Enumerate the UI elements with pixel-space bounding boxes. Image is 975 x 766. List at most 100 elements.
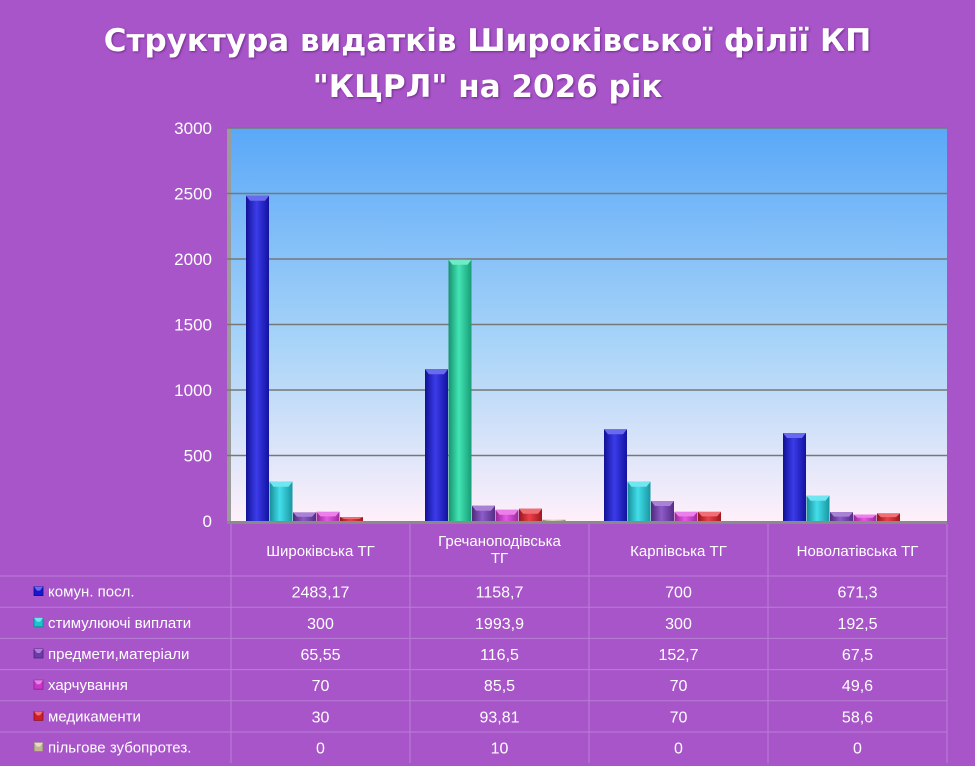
bar-body xyxy=(340,517,363,521)
bar-cap xyxy=(806,495,830,501)
bar xyxy=(853,514,877,521)
chart-title: Структура видатків Широківської філії КП… xyxy=(0,18,975,110)
bar-cap xyxy=(519,508,542,514)
legend-entry: комун. посл. xyxy=(48,584,135,601)
y-tick-label: 1500 xyxy=(174,316,212,335)
bar-cap xyxy=(698,511,721,517)
bar xyxy=(448,259,472,521)
data-label: 93,81 xyxy=(479,709,519,726)
data-label: 10 xyxy=(491,741,509,758)
data-label: 152,7 xyxy=(658,647,698,664)
data-label: 1158,7 xyxy=(476,585,524,602)
bar-cap xyxy=(674,511,698,517)
bar-cap xyxy=(448,259,472,265)
bar-cap xyxy=(425,369,448,375)
bar xyxy=(542,519,566,521)
bar-cap xyxy=(853,514,877,518)
bar-cap xyxy=(604,429,627,435)
bar xyxy=(627,481,651,521)
x-tick-label: Новолатівська ТГ xyxy=(797,543,919,560)
x-tick-label: ТГ xyxy=(491,550,508,567)
y-tick-label: 1000 xyxy=(174,381,212,400)
bar xyxy=(316,511,340,521)
bar-cap xyxy=(542,519,566,521)
y-tick-label: 0 xyxy=(203,512,212,531)
bar-cap xyxy=(495,509,519,515)
x-tick-label: Широківська ТГ xyxy=(266,543,375,560)
chart-title-line-1: Структура видатків Широківської філії КП xyxy=(103,23,872,59)
bar xyxy=(877,513,900,521)
bar-cap xyxy=(651,500,674,506)
data-label: 671,3 xyxy=(837,585,877,602)
data-label: 49,6 xyxy=(842,678,873,695)
bar-cap xyxy=(316,511,340,517)
bar-body xyxy=(604,429,627,521)
legend-key-cap xyxy=(34,711,43,716)
legend-entry: харчування xyxy=(48,677,128,694)
bar-cap xyxy=(293,512,316,517)
data-label: 116,5 xyxy=(480,647,519,664)
bar-body xyxy=(425,369,448,521)
bar-body xyxy=(627,481,651,521)
legend-entry: медикаменти xyxy=(48,708,141,725)
plot-floor xyxy=(227,521,947,524)
data-label: 1993,9 xyxy=(475,616,524,633)
data-label: 70 xyxy=(312,678,330,695)
data-label: 85,5 xyxy=(484,678,515,695)
bar-body xyxy=(651,500,674,521)
legend-entry: пільгове зубопротез. xyxy=(48,740,191,757)
bar xyxy=(425,369,448,521)
bar-body xyxy=(448,259,472,521)
bar xyxy=(604,429,627,521)
bar-body xyxy=(246,195,269,522)
legend-key-cap xyxy=(34,586,43,591)
data-label: 65,55 xyxy=(300,647,340,664)
data-label: 67,5 xyxy=(842,647,873,664)
bar xyxy=(519,508,542,521)
bar-cap xyxy=(269,481,293,487)
y-tick-label: 3000 xyxy=(174,119,212,138)
bar xyxy=(674,511,698,521)
data-label: 300 xyxy=(307,616,334,633)
y-tick-label: 2000 xyxy=(174,250,212,269)
legend-key-cap xyxy=(34,649,43,653)
data-label: 700 xyxy=(665,585,692,602)
y-tick-label: 500 xyxy=(184,447,212,466)
bar-cap xyxy=(783,433,806,439)
bar-body xyxy=(806,495,830,521)
data-label: 30 xyxy=(312,709,330,726)
bar xyxy=(472,505,495,521)
bar-body xyxy=(877,513,900,521)
data-label: 58,6 xyxy=(842,709,873,726)
legend-key-cap xyxy=(34,617,43,622)
bar xyxy=(783,433,806,521)
bar-cap xyxy=(877,513,900,518)
bar xyxy=(830,512,853,521)
legend-key-cap xyxy=(34,680,43,685)
bar xyxy=(293,512,316,521)
bar xyxy=(806,495,830,521)
bar-body xyxy=(783,433,806,521)
legend-entry: предмети,матеріали xyxy=(48,646,189,663)
bar xyxy=(340,517,363,521)
bar xyxy=(651,500,674,521)
chart-title-line-2: "КЦРЛ" на 2026 рік xyxy=(312,69,663,105)
x-tick-label: Карпівська ТГ xyxy=(630,543,727,560)
bar xyxy=(495,509,519,521)
data-label: 300 xyxy=(665,616,692,633)
y-tick-label: 2500 xyxy=(174,185,212,204)
x-tick-label: Гречаноподівська xyxy=(438,533,561,550)
bar xyxy=(698,511,721,521)
data-label: 0 xyxy=(316,741,325,758)
bar-cap xyxy=(340,517,363,520)
bar xyxy=(269,481,293,521)
legend-key xyxy=(33,679,44,690)
data-label: 192,5 xyxy=(837,616,877,633)
bar-cap xyxy=(246,195,269,201)
legend-key xyxy=(33,586,44,596)
data-label: 70 xyxy=(670,678,688,695)
legend-key xyxy=(33,617,44,628)
bar-cap xyxy=(830,512,853,517)
data-label: 2483,17 xyxy=(292,585,350,602)
legend-entry: стимулюючі виплати xyxy=(48,615,191,632)
